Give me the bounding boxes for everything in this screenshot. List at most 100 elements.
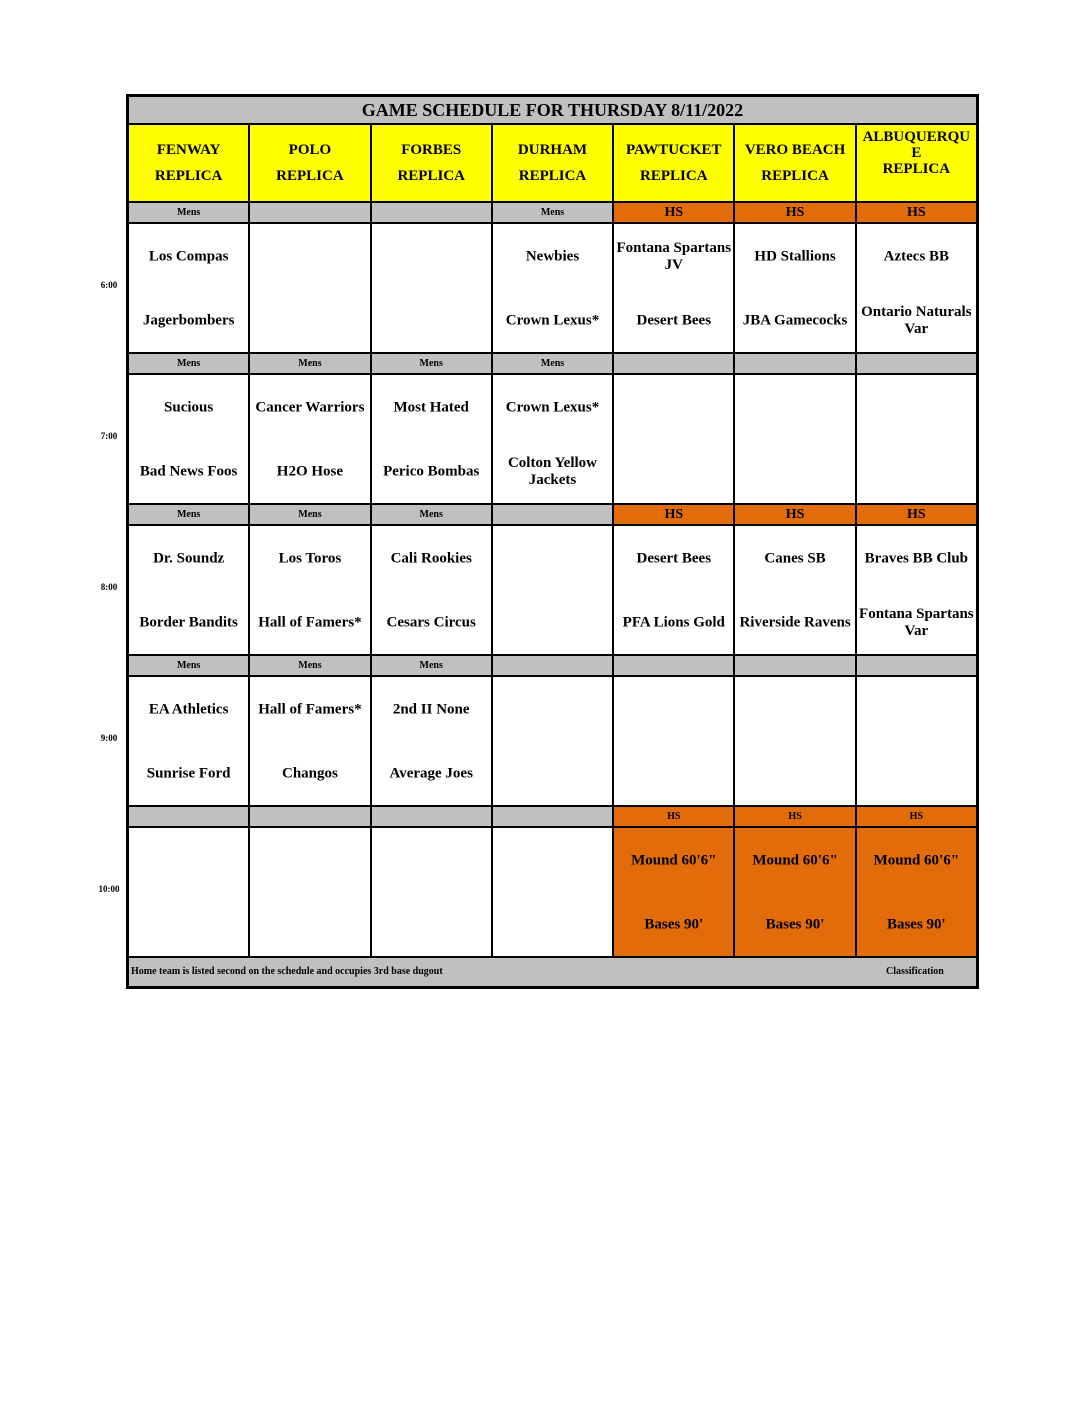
game-cell: Desert Bees PFA Lions Gold (614, 526, 734, 654)
field-name-line: VERO BEACH (744, 142, 846, 158)
field-name-line: REPLICA (518, 168, 587, 184)
away-team: Braves BB Club (864, 550, 969, 567)
division-label: Mens (250, 656, 370, 675)
home-team: Sunrise Ford (146, 765, 231, 782)
away-team: Cancer Warriors (255, 399, 365, 416)
away-team: Dr. Soundz (153, 550, 225, 567)
field-name-line: REPLICA (761, 168, 829, 184)
home-team: Bad News Foos (139, 463, 238, 480)
game-cell: Mound 60'6" Bases 90' (614, 828, 734, 956)
away-team: Canes SB (764, 550, 826, 567)
away-team: Mound 60'6" (752, 852, 838, 869)
game-cell (492, 677, 613, 805)
division-label: Mens (371, 354, 491, 373)
classification-label: Classification (886, 966, 944, 977)
division-label (250, 203, 370, 222)
division-label (371, 203, 491, 222)
home-team: Ontario Naturals Var (861, 304, 972, 337)
game-cell: Cali Rookies Cesars Circus (371, 526, 491, 654)
division-label: Mens (129, 656, 249, 675)
field-header: PAWTUCKET REPLICA (614, 125, 734, 201)
game-cell (856, 677, 976, 805)
division-label (492, 505, 613, 524)
game-cell: Aztecs BB Ontario Naturals Var (856, 224, 976, 352)
home-team: Perico Bombas (383, 463, 480, 480)
field-header: ALBUQUERQU E REPLICA (856, 125, 976, 201)
division-label: Mens (492, 354, 613, 373)
home-team: Bases 90' (886, 916, 946, 933)
game-cell: Braves BB Club Fontana Spartans Var (856, 526, 976, 654)
game-cell (614, 677, 734, 805)
away-team: EA Athletics (148, 701, 229, 718)
division-label: Mens (492, 203, 613, 222)
division-label (614, 354, 734, 373)
away-team: Most Hated (393, 399, 469, 416)
game-cell (371, 224, 491, 352)
division-label: HS (735, 203, 855, 222)
division-label (614, 656, 734, 675)
home-team: Colton Yellow Jackets (507, 455, 597, 488)
division-label: HS (856, 505, 976, 524)
division-label (735, 354, 855, 373)
game-cell (492, 526, 613, 654)
division-label: HS (614, 203, 734, 222)
home-team: Jagerbombers (142, 312, 235, 329)
away-team: Sucious (164, 399, 214, 416)
division-label: Mens (371, 656, 491, 675)
game-cell: Newbies Crown Lexus* (492, 224, 613, 352)
game-cell: 2nd II None Average Joes (371, 677, 491, 805)
away-team: Los Compas (148, 248, 229, 265)
field-name-line: POLO (288, 142, 332, 158)
field-header: VERO BEACH REPLICA (735, 125, 855, 201)
away-team: HD Stallions (754, 248, 836, 265)
away-team: Newbies (525, 248, 580, 265)
away-team: Mound 60'6" (873, 852, 960, 869)
division-label: HS (856, 807, 976, 826)
division-label: HS (614, 807, 734, 826)
game-cell (371, 828, 491, 956)
away-team: Los Toros (278, 550, 342, 567)
away-team: Cali Rookies (390, 550, 472, 567)
division-label (492, 656, 613, 675)
game-cell: Most Hated Perico Bombas (371, 375, 491, 503)
division-label: Mens (129, 203, 249, 222)
game-cell: Cancer Warriors H2O Hose (250, 375, 370, 503)
field-name-line: FORBES (401, 142, 462, 158)
footer-note: Home team is listed second on the schedu… (131, 966, 443, 977)
division-label (129, 807, 249, 826)
division-label: HS (735, 807, 855, 826)
time-label: 10:00 (98, 884, 120, 894)
game-cell: Los Compas Jagerbombers (129, 224, 249, 352)
game-cell: EA Athletics Sunrise Ford (129, 677, 249, 805)
game-cell (735, 375, 855, 503)
away-team: Crown Lexus* (505, 399, 600, 416)
home-team: Changos (281, 765, 338, 782)
division-label: HS (856, 203, 976, 222)
home-team: Desert Bees (636, 312, 712, 329)
away-team: Fontana Spartans JV (616, 240, 732, 273)
game-cell (856, 375, 976, 503)
division-label (735, 656, 855, 675)
home-team: Bases 90' (644, 916, 704, 933)
field-header: FORBES REPLICA (371, 125, 491, 201)
home-team: Average Joes (389, 765, 473, 782)
field-name-line: PAWTUCKET (625, 142, 722, 158)
game-cell: Mound 60'6" Bases 90' (735, 828, 855, 956)
time-label: 8:00 (100, 582, 118, 592)
game-cell (250, 224, 370, 352)
footer-row: Home team is listed second on the schedu… (129, 958, 976, 986)
away-team: Mound 60'6" (631, 852, 717, 869)
game-cell (614, 375, 734, 503)
game-cell: HD Stallions JBA Gamecocks (735, 224, 855, 352)
game-cell: Crown Lexus* Colton Yellow Jackets (492, 375, 613, 503)
field-header: FENWAY REPLICA (129, 125, 249, 201)
division-label (371, 807, 491, 826)
schedule-title: GAME SCHEDULE FOR THURSDAY 8/11/2022 (129, 97, 976, 123)
division-label: HS (614, 505, 734, 524)
away-team: Desert Bees (636, 550, 712, 567)
game-cell: Hall of Famers* Changos (250, 677, 370, 805)
time-label: 6:00 (100, 280, 118, 290)
division-label: Mens (129, 354, 249, 373)
time-label: 9:00 (100, 733, 118, 743)
game-cell: Los Toros Hall of Famers* (250, 526, 370, 654)
